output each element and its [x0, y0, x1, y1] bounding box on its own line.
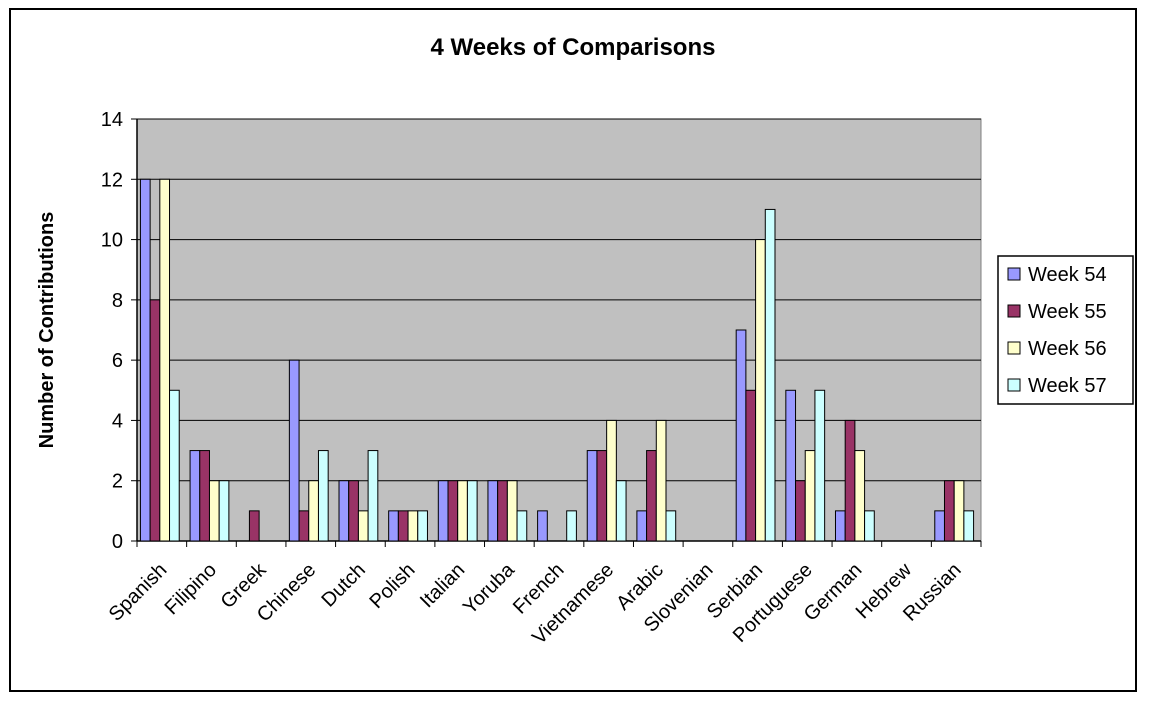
bar-week-56 — [755, 239, 766, 542]
y-tick-label: 8 — [112, 290, 123, 312]
bar-week-57 — [169, 389, 180, 542]
bar-week-54 — [537, 510, 548, 542]
legend-swatch — [1007, 304, 1021, 318]
plot-area: 02468101214SpanishFilipinoGreekChineseDu… — [101, 109, 982, 649]
x-tick-label: Polish — [366, 559, 420, 613]
legend: Week 54 Week 55 Week 56 Week 57 — [997, 255, 1134, 405]
bar-week-54 — [934, 510, 945, 542]
bar-week-57 — [218, 480, 230, 542]
x-tick-label: Yoruba — [459, 558, 519, 618]
bar-week-54 — [834, 510, 846, 542]
legend-entry-label: Week 54 — [1028, 264, 1107, 286]
y-tick-label: 4 — [112, 410, 123, 432]
y-tick-label: 6 — [112, 350, 123, 372]
legend-swatch — [1007, 341, 1021, 355]
bar-week-57 — [317, 450, 329, 542]
bar-week-56 — [804, 450, 816, 542]
x-tick-label: Filipino — [161, 559, 221, 619]
legend-entry-label: Week 57 — [1028, 375, 1107, 397]
legend-entry-label: Week 56 — [1028, 338, 1107, 360]
bar-week-56 — [506, 480, 518, 542]
bar-week-55 — [348, 480, 359, 542]
bar-week-57 — [417, 510, 428, 542]
bar-week-57 — [963, 510, 975, 542]
bar-week-54 — [735, 329, 747, 542]
bar-week-55 — [447, 480, 459, 542]
bar-week-55 — [646, 450, 657, 542]
x-tick-label: Spanish — [105, 559, 172, 626]
bar-week-54 — [636, 510, 648, 542]
chart-title: 4 Weeks of Comparisons — [431, 34, 716, 61]
bar-week-56 — [308, 480, 319, 542]
y-tick-label: 2 — [112, 471, 123, 493]
bar-week-54 — [338, 480, 350, 542]
bar-week-57 — [764, 208, 776, 542]
bar-week-56 — [208, 480, 220, 542]
bar-week-55 — [149, 299, 161, 542]
y-tick-label: 0 — [112, 531, 123, 553]
bar-week-56 — [457, 480, 468, 542]
bar-week-56 — [854, 450, 866, 542]
bar-week-54 — [288, 359, 300, 542]
bar-week-55 — [795, 480, 806, 542]
bar-week-56 — [953, 480, 965, 542]
bar-week-57 — [566, 510, 577, 542]
legend-swatch — [1007, 267, 1021, 281]
bar-week-55 — [397, 510, 409, 542]
plot-background — [136, 118, 982, 542]
y-tick-label: 10 — [101, 230, 123, 252]
bar-week-54 — [437, 480, 449, 542]
x-tick-label: Dutch — [317, 559, 370, 612]
bar-week-57 — [864, 510, 875, 542]
bar-week-56 — [655, 419, 667, 542]
bar-week-57 — [665, 510, 677, 542]
bar-week-56 — [606, 419, 617, 542]
bar-week-55 — [497, 480, 508, 542]
bar-week-57 — [516, 510, 528, 542]
bar-week-54 — [139, 178, 151, 542]
bar-week-54 — [487, 480, 499, 542]
bar-week-55 — [943, 480, 955, 542]
bar-week-55 — [298, 510, 310, 542]
bar-week-55 — [745, 389, 757, 542]
bar-week-56 — [407, 510, 419, 542]
bar-week-54 — [189, 450, 201, 542]
bar-week-57 — [814, 389, 826, 542]
bar-week-57 — [466, 480, 478, 542]
bar-week-55 — [199, 450, 210, 542]
bar-week-54 — [388, 510, 399, 542]
bar-week-56 — [357, 510, 369, 542]
legend-entry-label: Week 55 — [1028, 301, 1107, 323]
y-tick-label: 12 — [101, 169, 123, 191]
y-tick-label: 14 — [101, 109, 123, 131]
bar-week-55 — [844, 419, 856, 542]
bar-week-54 — [785, 389, 797, 542]
bar-week-57 — [615, 480, 627, 542]
y-axis-label: Number of Contributions — [36, 212, 58, 449]
bar-week-56 — [159, 178, 171, 542]
legend-swatch — [1007, 378, 1021, 392]
bar-week-55 — [596, 450, 608, 542]
bar-week-55 — [248, 510, 260, 542]
bar-week-57 — [367, 450, 379, 542]
bar-week-54 — [586, 450, 598, 542]
